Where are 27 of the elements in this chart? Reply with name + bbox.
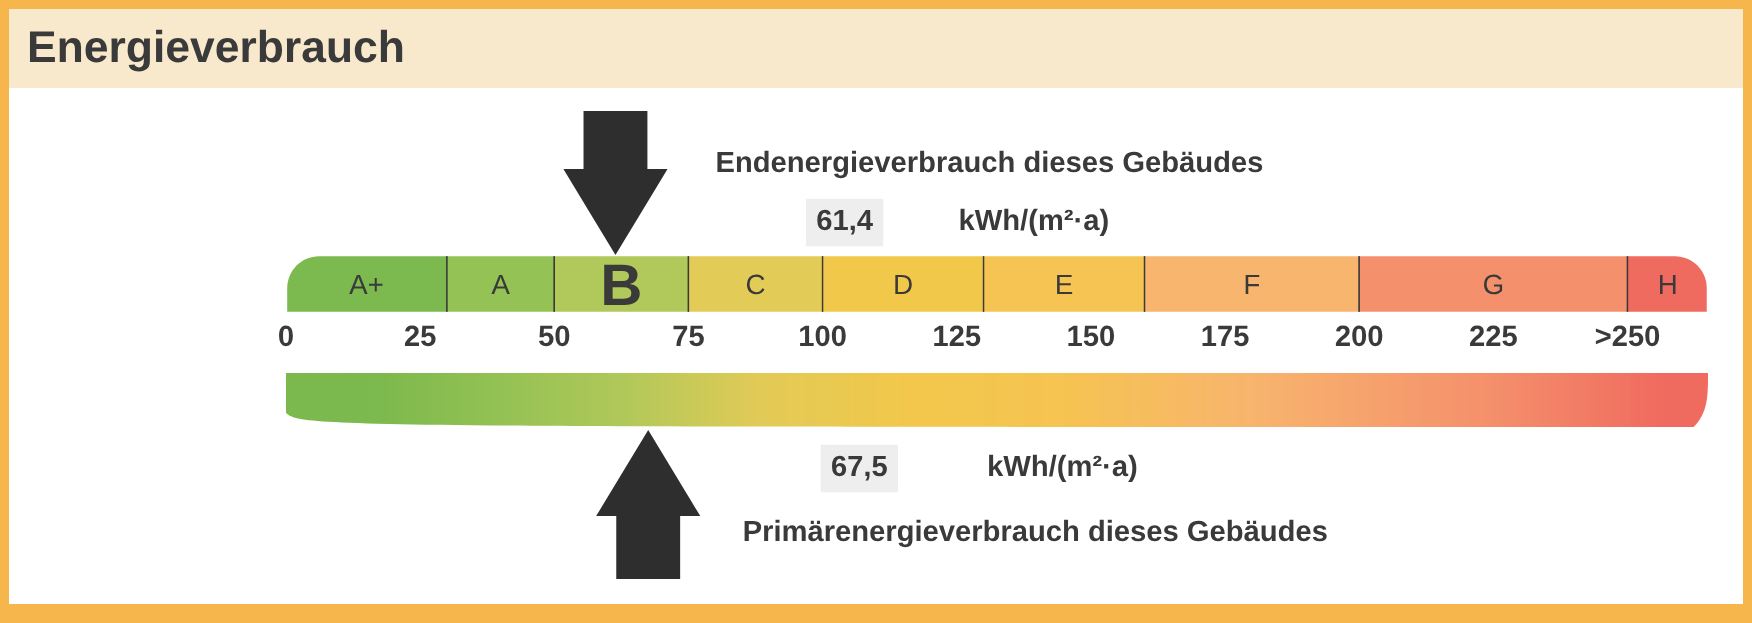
x-tick-label: 75 [673, 325, 704, 347]
x-tick-label: 0 [279, 325, 293, 347]
series-label: B [604, 264, 640, 305]
series-label: A+ [349, 274, 383, 294]
x-tick-label: 175 [1202, 325, 1249, 347]
x-tick-label: 200 [1335, 325, 1383, 347]
text: 67,5 [832, 455, 887, 481]
x-tick-label: 100 [800, 325, 846, 347]
text: kWh/(m²·a) [989, 454, 1137, 483]
series-label: G [1483, 274, 1503, 295]
x-tick-label: 50 [538, 325, 570, 347]
text: Primärenergieverbrauch dieses Gebäudes [744, 519, 1327, 548]
text: 61,4 [817, 209, 873, 235]
x-tick-label: 225 [1470, 325, 1517, 347]
x-tick-label: 25 [404, 325, 436, 347]
series-label: A [491, 274, 510, 294]
x-tick-label: >250 [1595, 325, 1660, 347]
series-label: E [1057, 274, 1073, 294]
series-label: D [895, 274, 912, 294]
series-label: F [1245, 274, 1260, 294]
series-label: C [746, 274, 765, 295]
x-tick-label: 150 [1068, 325, 1115, 347]
chart-title: Energieverbrauch [29, 29, 403, 72]
text: Endenergieverbrauch dieses Gebäudes [717, 150, 1263, 179]
x-tick-label: 125 [934, 325, 981, 347]
series-label: H [1660, 274, 1676, 294]
text: kWh/(m²·a) [960, 208, 1108, 237]
